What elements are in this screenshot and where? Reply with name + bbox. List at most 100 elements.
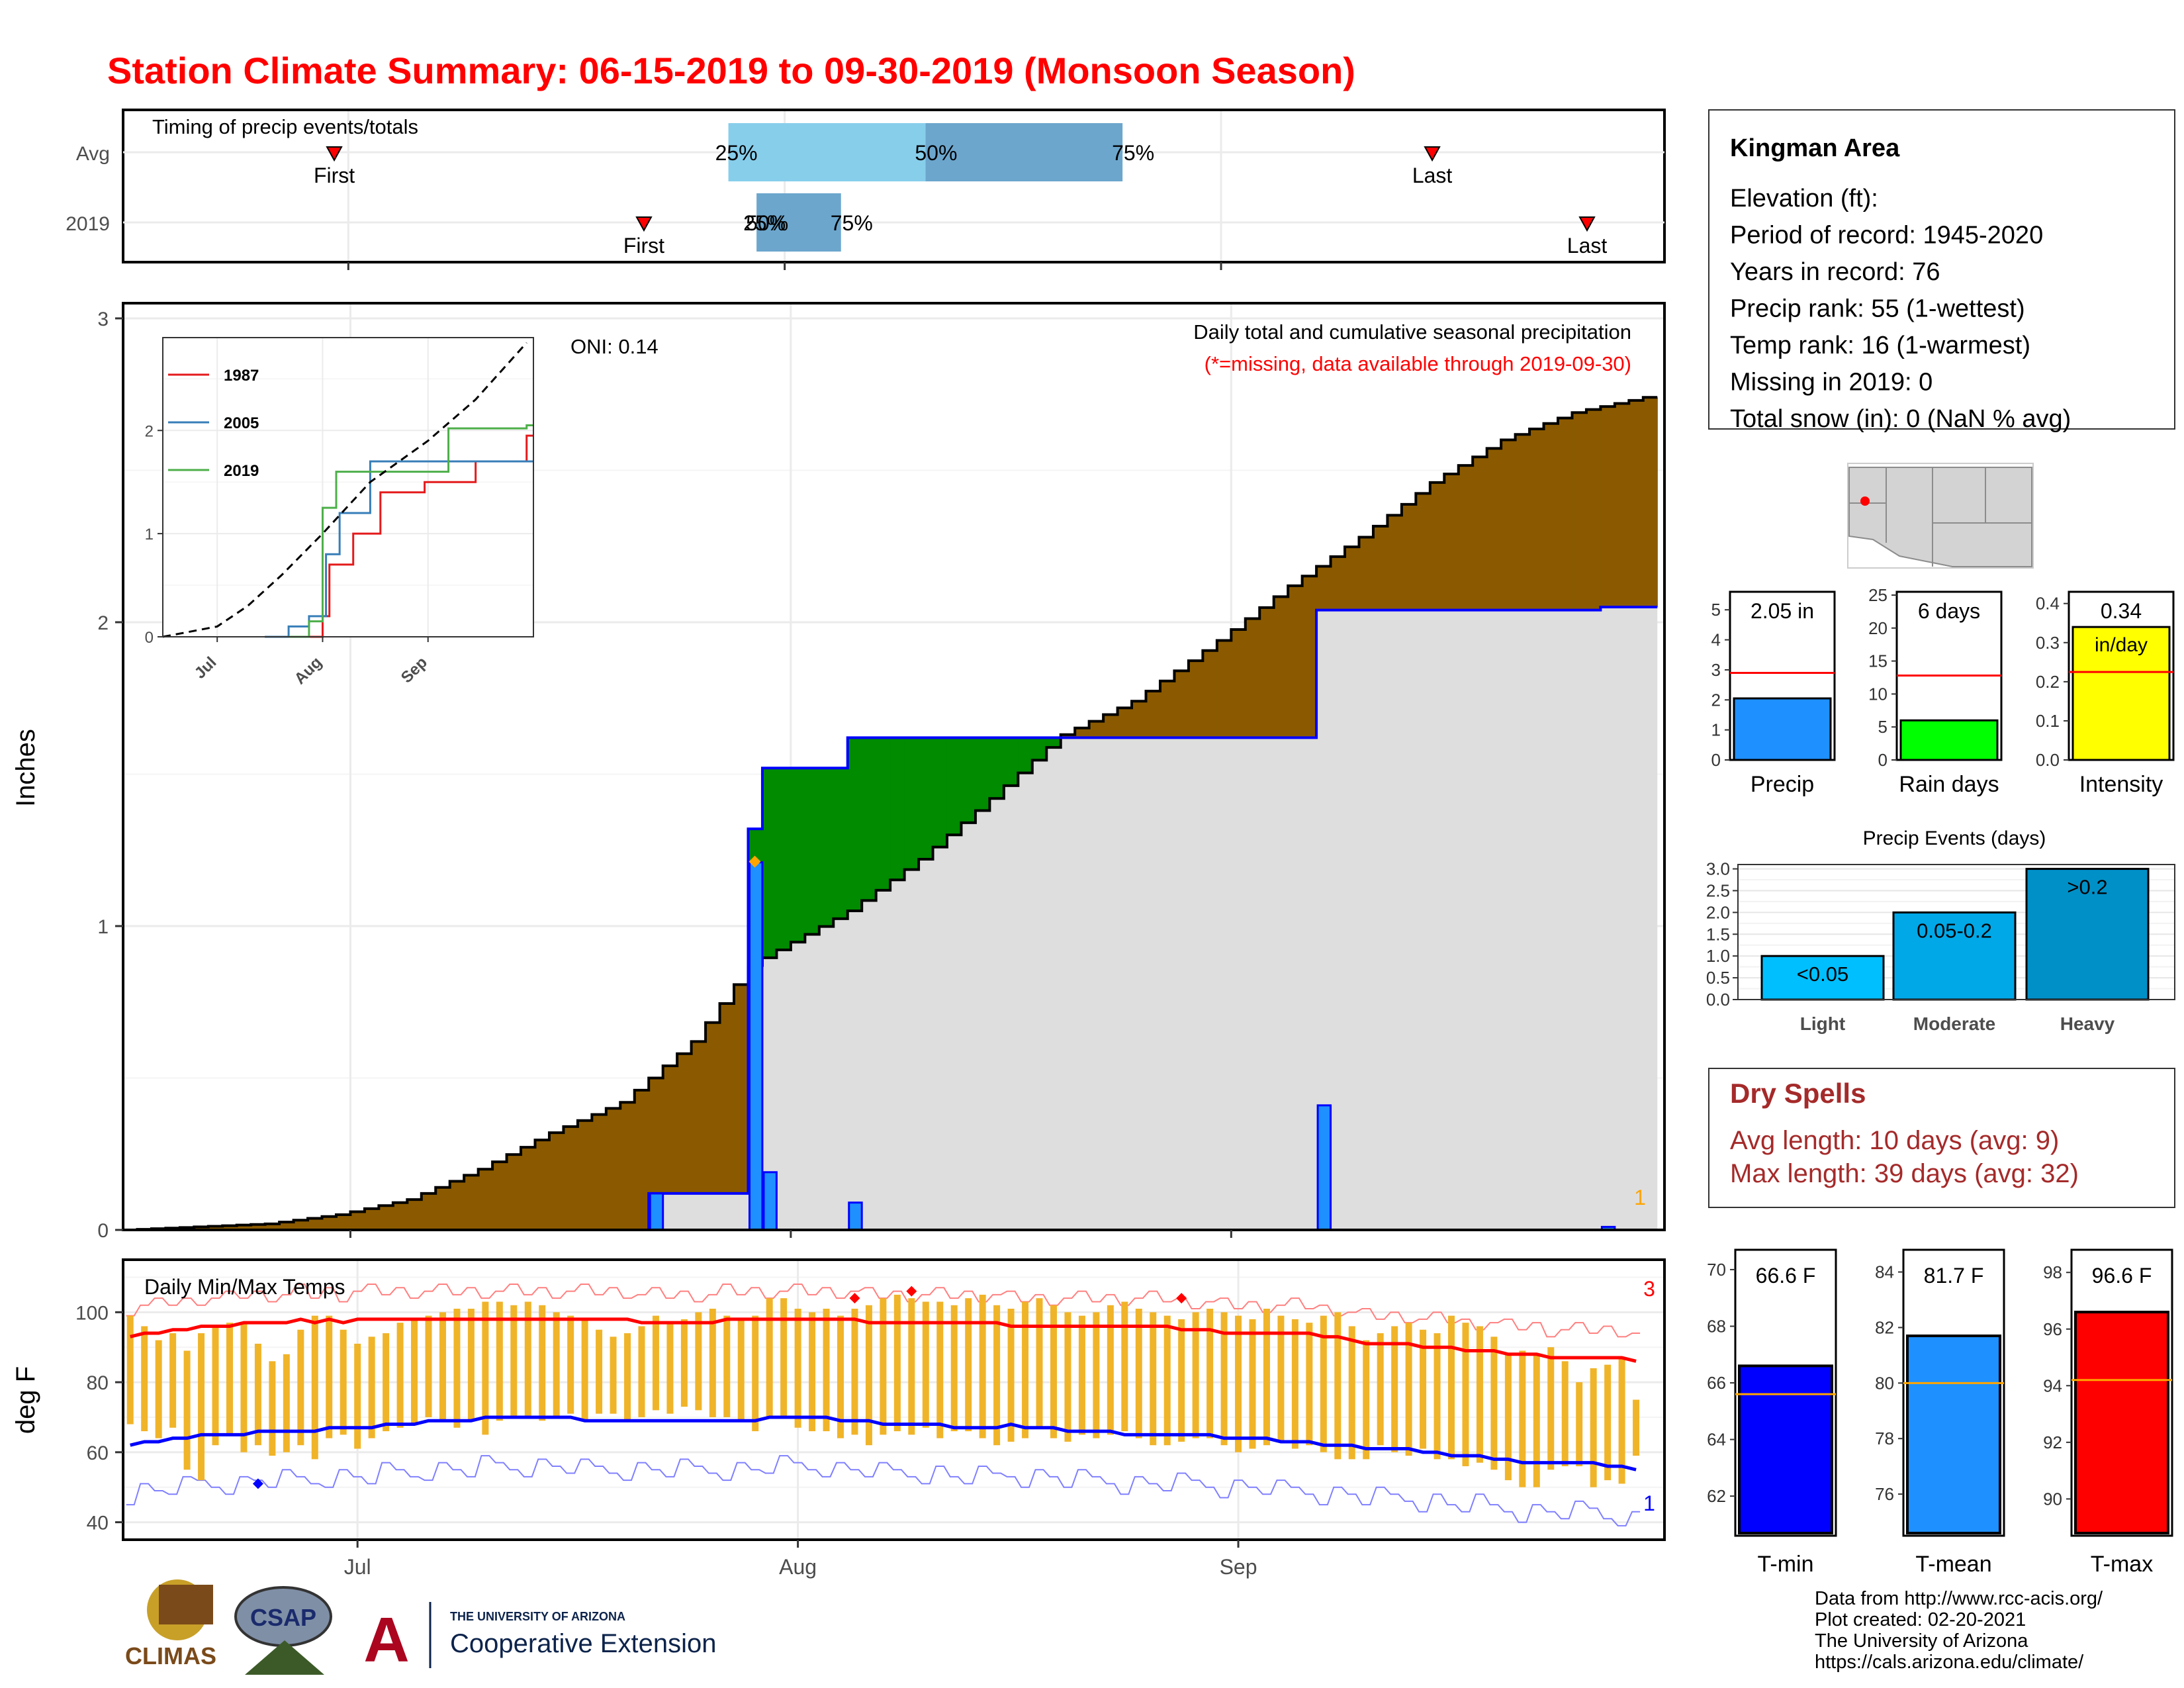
record-min-count: 1: [1643, 1491, 1655, 1515]
events-ytick-label: 1.5: [1706, 924, 1730, 944]
summary-value-label: 6 days: [1918, 599, 1980, 623]
summary-ytick-label: 0.1: [2036, 711, 2060, 731]
inset-frame: [162, 337, 534, 637]
daily-temp-bar: [1107, 1305, 1114, 1435]
deficit-segment: [1060, 734, 1075, 738]
tempbar-bar: [1906, 1335, 2001, 1534]
deficit-segment: [364, 1208, 379, 1230]
csap-mountain-icon: [245, 1640, 324, 1675]
missing-count: 1: [1634, 1186, 1646, 1209]
record-max-line: [126, 1284, 1641, 1338]
daily-temp-bar: [1490, 1336, 1498, 1470]
tempbar-bar: [1738, 1364, 1833, 1535]
surplus-segment: [805, 768, 820, 935]
daily-temp-bar: [467, 1309, 475, 1421]
deficit-segment: [592, 1114, 607, 1230]
first-label: First: [314, 164, 355, 187]
surplus-segment: [790, 768, 805, 943]
inset-ytick-label: 0: [145, 629, 154, 647]
daily-temp-bar: [1320, 1315, 1327, 1452]
deficit-segment: [1515, 434, 1530, 610]
tempbar-ytick-label: 90: [2043, 1489, 2062, 1509]
dry-spells-box: Dry Spells Avg length: 10 days (avg: 9) Ma…: [1708, 1068, 2175, 1208]
daily-temp-bar: [965, 1298, 972, 1432]
daily-temp-bar: [780, 1298, 788, 1417]
daily-temp-bar: [610, 1336, 617, 1414]
locator-map: [1847, 463, 2034, 569]
ua-logo-big-text: Cooperative Extension: [450, 1629, 716, 1658]
daily-temp-bar: [581, 1319, 588, 1421]
summary-value-label: 0.34: [2101, 599, 2142, 623]
summary-ytick-label: 0: [1878, 750, 1888, 770]
deficit-segment: [1075, 727, 1090, 738]
daily-temp-bar: [1022, 1301, 1029, 1438]
daily-temp-bar: [737, 1319, 745, 1421]
summary-ytick-label: 5: [1711, 600, 1721, 620]
daily-temp-bar: [1618, 1358, 1625, 1484]
tempbar-ytick-label: 94: [2043, 1376, 2062, 1395]
tempbar-ytick-label: 76: [1875, 1484, 1894, 1504]
record-max-count: 3: [1643, 1277, 1655, 1301]
temp-ylabel: deg F: [11, 1366, 40, 1434]
tempbar-ytick-label: 70: [1707, 1260, 1726, 1280]
daily-temp-bar: [198, 1333, 205, 1481]
surplus-segment: [1018, 737, 1033, 773]
daily-temp-bar: [126, 1315, 134, 1425]
daily-temp-bar: [1235, 1315, 1242, 1452]
inset-series-line: [289, 424, 533, 638]
daily-temp-bar: [1576, 1382, 1583, 1466]
events-bar: [1892, 911, 2017, 1001]
surplus-segment: [862, 737, 877, 901]
footer-line: The University of Arizona: [1815, 1630, 2028, 1652]
daily-temp-bar: [1590, 1368, 1597, 1487]
deficit-segment: [1316, 566, 1332, 610]
tempbar-name: T-min: [1758, 1552, 1814, 1577]
daily-temp-bar: [1633, 1399, 1640, 1456]
last-marker: [1424, 146, 1441, 162]
surplus-segment: [1003, 737, 1019, 786]
deficit-segment: [1089, 721, 1104, 738]
surplus-segment: [933, 737, 948, 847]
last-marker: [1578, 216, 1596, 232]
deficit-segment: [1486, 448, 1502, 610]
deficit-segment: [662, 1066, 678, 1194]
daily-temp-bar: [1220, 1312, 1228, 1446]
daily-temp-bar: [1078, 1315, 1085, 1435]
daily-temp-bar: [922, 1301, 929, 1428]
daily-temp-bar: [666, 1323, 674, 1414]
deficit-segment: [1132, 701, 1147, 738]
daily-temp-bar: [766, 1298, 773, 1417]
deficit-segment: [1572, 412, 1587, 610]
surplus-segment: [904, 737, 919, 870]
events-bar: [1760, 955, 1885, 1001]
deficit-segment: [1160, 680, 1175, 738]
deficit-segment: [208, 1226, 223, 1230]
daily-temp-bar: [950, 1305, 958, 1432]
tempbar-value-label: 81.7 F: [1924, 1264, 1984, 1288]
precip-ylabel: Inches: [11, 729, 40, 807]
deficit-segment: [677, 1053, 692, 1194]
daily-temp-bar: [1547, 1347, 1555, 1470]
daily-temp-bar: [1476, 1326, 1483, 1463]
deficit-segment: [1259, 607, 1275, 738]
daily-temp-bar: [354, 1343, 361, 1449]
deficit-segment: [691, 1041, 706, 1194]
daily-temp-bar: [269, 1361, 276, 1456]
csap-logo-text: CSAP: [250, 1604, 316, 1631]
surplus-segment: [919, 737, 934, 859]
summary-ytick-label: 1: [1711, 720, 1721, 740]
daily-temp-bar: [1504, 1354, 1512, 1481]
timing-q25-label: 25%: [715, 141, 758, 165]
ua-logo-small-text: THE UNIVERSITY OF ARIZONA: [450, 1610, 625, 1623]
summary-name: Intensity: [2079, 772, 2163, 797]
deficit-segment: [265, 1223, 280, 1230]
deficit-segment: [1302, 576, 1317, 738]
footer-line: Data from http://www.rcc-acis.org/: [1815, 1588, 2103, 1609]
daily-temp-bar: [936, 1301, 944, 1438]
deficit-segment: [1174, 671, 1189, 738]
daily-temp-bar: [212, 1326, 219, 1446]
deficit-segment: [1117, 708, 1132, 738]
tempbar-name: T-max: [2091, 1552, 2153, 1577]
